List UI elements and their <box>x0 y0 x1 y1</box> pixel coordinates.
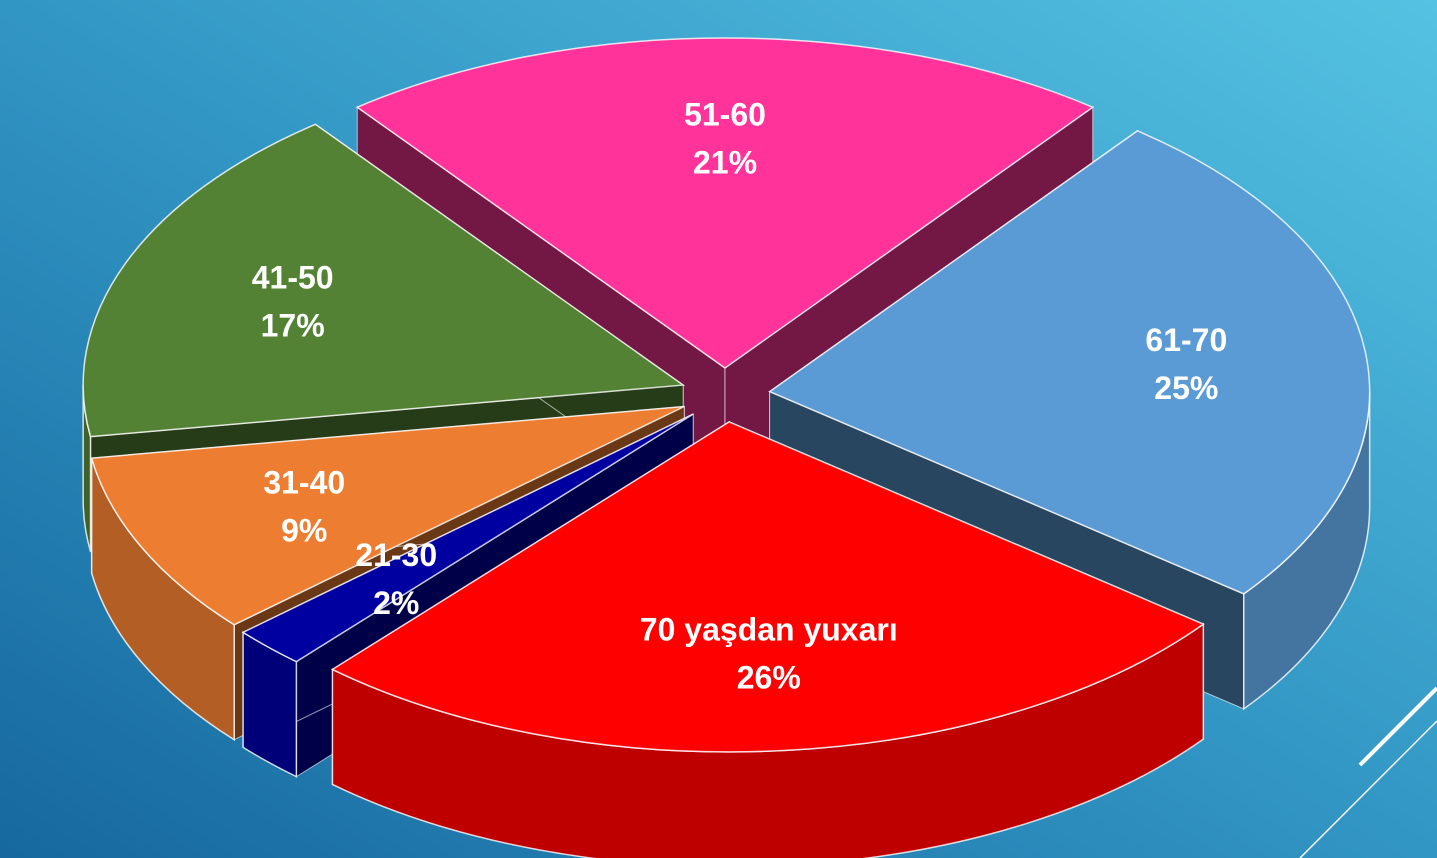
slice <box>768 130 1371 595</box>
value-label: 2% <box>373 585 419 621</box>
value-label: 9% <box>281 512 327 548</box>
decor-line <box>1299 720 1437 858</box>
decor-line <box>1358 686 1437 767</box>
slice-label: 41-50 <box>252 259 334 295</box>
slice <box>355 37 1095 369</box>
value-label: 21% <box>693 144 757 180</box>
slice <box>330 421 1205 753</box>
slice <box>82 123 686 438</box>
slice: 70 yaşdan yuxarı 26% <box>330 420 1205 858</box>
slice-label: 70 yaşdan yuxarı <box>640 611 898 647</box>
slice-label: 21-30 <box>355 537 437 573</box>
value-label: 17% <box>261 307 325 343</box>
slice-label: 51-60 <box>684 96 766 132</box>
slice <box>90 405 685 626</box>
value-label: 25% <box>1154 370 1218 406</box>
slice-label: 31-40 <box>263 464 345 500</box>
slice <box>241 413 694 663</box>
value-label: 26% <box>737 659 801 695</box>
slice-label: 61-70 <box>1145 322 1227 358</box>
